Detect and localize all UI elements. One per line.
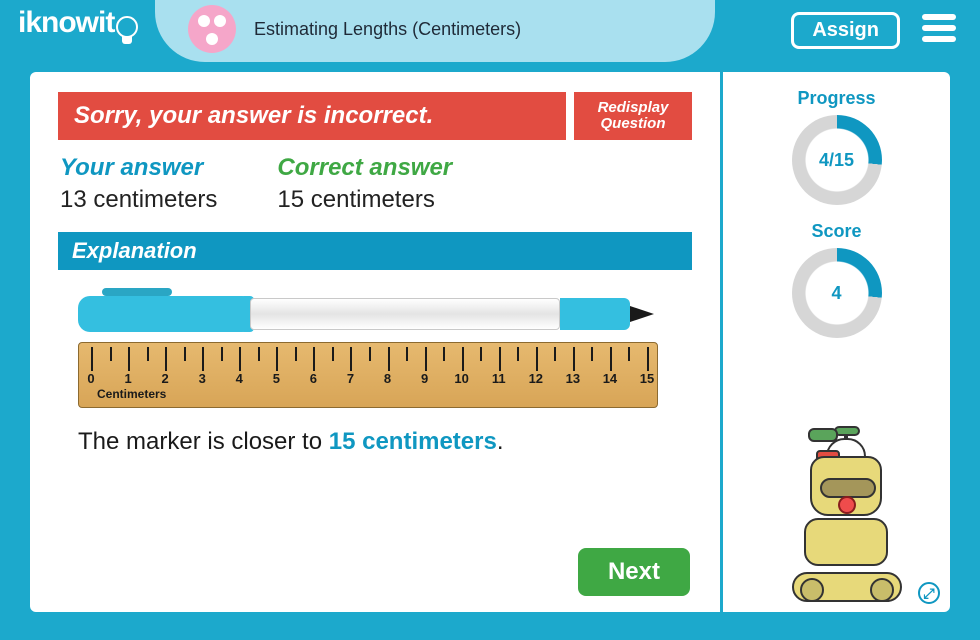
app-frame: iknowit Estimating Lengths (Centimeters)… — [0, 0, 980, 640]
feedback-row: Sorry, your answer is incorrect. Redispl… — [58, 92, 692, 140]
main-panel: Sorry, your answer is incorrect. Redispl… — [30, 72, 950, 612]
correct-answer-block: Correct answer 15 centimeters — [277, 154, 452, 214]
marker-illustration — [78, 292, 658, 336]
menu-icon[interactable] — [922, 14, 956, 42]
progress-ring: 4/15 — [792, 115, 882, 205]
level-indicator-icon — [188, 5, 236, 53]
lesson-title: Estimating Lengths (Centimeters) — [254, 19, 521, 40]
content-area: Sorry, your answer is incorrect. Redispl… — [30, 72, 720, 612]
progress-label: 4/15 — [792, 115, 882, 205]
expand-icon[interactable]: ⤢ — [918, 582, 940, 604]
ruler-illustration: 0123456789101112131415 Centimeters — [78, 342, 658, 408]
answers-row: Your answer 13 centimeters Correct answe… — [60, 154, 692, 214]
score-label: 4 — [792, 248, 882, 338]
score-title: Score — [811, 221, 861, 242]
correct-answer-heading: Correct answer — [277, 154, 452, 182]
correct-answer-value: 15 centimeters — [277, 186, 452, 214]
logo[interactable]: iknowit — [18, 6, 138, 40]
explanation-highlight: 15 centimeters — [329, 428, 497, 455]
progress-title: Progress — [797, 88, 875, 109]
assign-button[interactable]: Assign — [791, 12, 900, 49]
lightbulb-icon — [116, 16, 138, 38]
ruler-unit-label: Centimeters — [97, 387, 166, 401]
your-answer-value: 13 centimeters — [60, 186, 217, 214]
side-panel: Progress 4/15 Score 4 ⤢ — [720, 72, 950, 612]
explanation-sentence: The marker is closer to 15 centimeters. — [78, 428, 692, 456]
score-ring: 4 — [792, 248, 882, 338]
next-button[interactable]: Next — [578, 548, 690, 596]
redisplay-button[interactable]: Redisplay Question — [574, 92, 692, 140]
lesson-pill: Estimating Lengths (Centimeters) — [188, 4, 521, 54]
explanation-suffix: . — [497, 428, 504, 455]
explanation-prefix: The marker is closer to — [78, 428, 329, 455]
ruler-ticks: 0123456789101112131415 — [79, 347, 657, 383]
your-answer-block: Your answer 13 centimeters — [60, 154, 217, 214]
your-answer-heading: Your answer — [60, 154, 217, 182]
explanation-heading: Explanation — [58, 232, 692, 270]
logo-text: iknowit — [18, 6, 114, 40]
robot-mascot — [770, 432, 920, 602]
header: iknowit Estimating Lengths (Centimeters)… — [0, 0, 980, 62]
feedback-banner: Sorry, your answer is incorrect. — [58, 92, 566, 140]
